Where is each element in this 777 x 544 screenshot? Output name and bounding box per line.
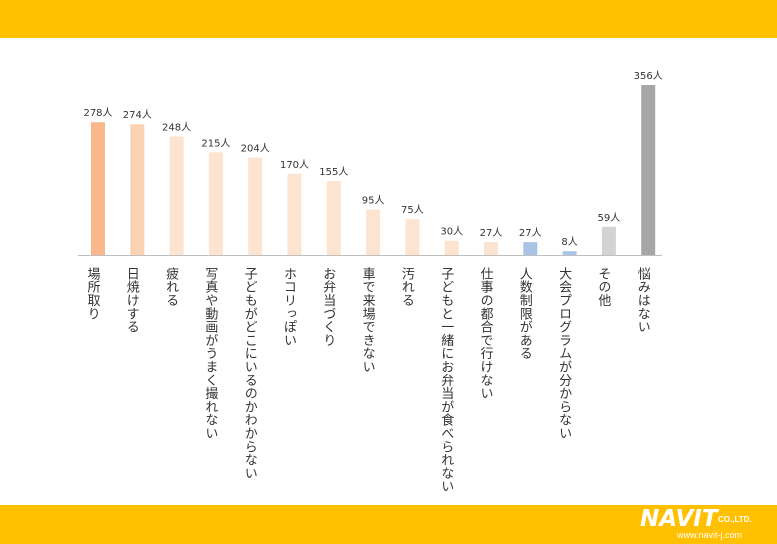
category-label-4: 写真や動画がうまく撮れない — [202, 267, 218, 440]
bar-3 — [169, 136, 184, 255]
category-labels-group: 場所取り 日焼けする 疲れる 写真や動画がうまく撮れない 子どもがどこにいるのかわからな… — [85, 266, 651, 493]
category-label-11: 仕事の都合で行けない — [478, 267, 494, 400]
category-label-15: 悩みはない — [635, 267, 651, 334]
bar-15 — [641, 85, 656, 255]
value-label-13: 8人 — [561, 236, 577, 248]
value-label-3: 248人 — [162, 122, 191, 134]
value-label-1: 278人 — [83, 107, 112, 119]
footer-band — [0, 505, 777, 544]
value-label-4: 215人 — [201, 137, 230, 149]
category-label-12: 人数制限がある — [517, 267, 533, 360]
bar-5 — [248, 157, 263, 255]
bar-2 — [130, 124, 145, 255]
bar-1 — [91, 122, 105, 255]
category-label-14: その他 — [595, 267, 611, 308]
value-label-8: 95人 — [362, 195, 385, 207]
category-label-1: 場所取り — [85, 267, 101, 320]
value-labels-group: 278人 274人 248人 215人 204人 170人 155人 95人 75人 30人 27人… — [83, 70, 662, 248]
bar-12 — [523, 242, 538, 255]
logo-url: www.navit-j.com — [677, 530, 743, 540]
category-label-2: 日焼けする — [124, 267, 140, 334]
navit-logo: NAVIT CO.,LTD. www.navit-j.com — [640, 506, 772, 542]
value-label-15: 356人 — [634, 70, 663, 82]
value-label-2: 274人 — [123, 109, 152, 121]
category-label-5: 子どもがどこにいるのかわからない — [242, 267, 258, 480]
value-label-12: 27人 — [519, 227, 542, 239]
category-label-9: 汚れる — [399, 267, 415, 307]
category-label-10: 子どもと一緒にお弁当が食べられない — [438, 267, 454, 493]
value-label-14: 59人 — [598, 212, 621, 224]
bar-10 — [444, 240, 459, 255]
bar-8 — [366, 209, 381, 255]
value-label-7: 155人 — [319, 166, 348, 178]
bar-14 — [601, 226, 616, 255]
value-label-9: 75人 — [401, 204, 424, 216]
value-label-10: 30人 — [440, 226, 463, 238]
value-label-6: 170人 — [280, 159, 309, 171]
category-label-13: 大会プログラムが分からない — [556, 267, 572, 440]
value-label-11: 27人 — [480, 227, 503, 239]
bars-group — [91, 85, 656, 255]
header-band — [0, 0, 777, 38]
bar-6 — [287, 173, 302, 255]
category-label-8: 車で来場できない — [360, 267, 376, 373]
category-label-3: 疲れる — [163, 266, 179, 306]
category-label-6: ホコリっぽい — [281, 267, 296, 347]
bar-4 — [208, 152, 223, 255]
bar-11 — [484, 242, 498, 255]
category-label-7: お弁当づくり — [320, 267, 336, 347]
logo-company-suffix: CO.,LTD. — [718, 515, 752, 524]
bar-7 — [326, 181, 341, 255]
bar-9 — [405, 219, 420, 255]
logo-name: NAVIT — [640, 506, 718, 532]
bar-13 — [562, 251, 577, 255]
value-label-5: 204人 — [241, 143, 270, 155]
